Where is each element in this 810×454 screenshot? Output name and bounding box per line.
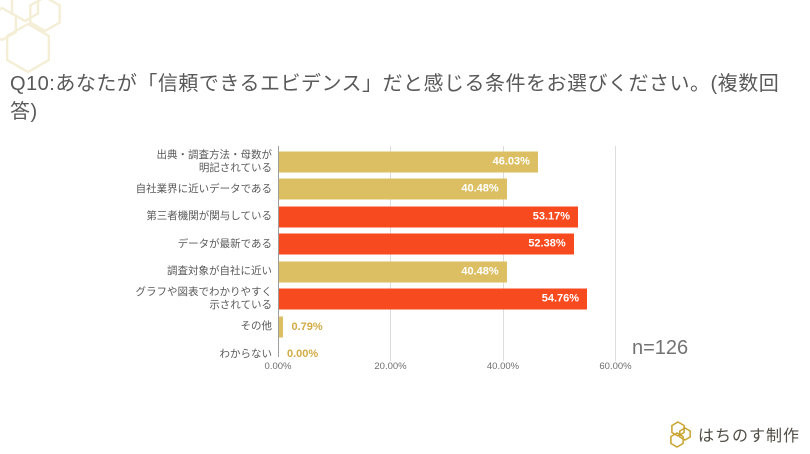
bar-value-label: 52.38% [528, 237, 566, 250]
bar: 46.03% [279, 151, 538, 173]
category-label: その他 [240, 320, 273, 333]
x-axis-tick-labels: 0.00% 20.00% 40.00% 60.00% [0, 361, 810, 375]
bar-value-label: 40.48% [461, 182, 499, 195]
bar: 40.48% [279, 178, 507, 200]
bar-value-label: 0.00% [287, 348, 319, 361]
y-axis-line [278, 146, 279, 357]
bar-cell: 46.03% [278, 148, 700, 176]
x-tick-label: 40.00% [486, 361, 520, 372]
gridline-60 [615, 146, 616, 361]
bar-cell: 40.48% [278, 258, 700, 286]
bar-value-label: 40.48% [461, 265, 499, 278]
hexagon-decoration-icon [0, 0, 61, 74]
chart-row: 調査対象が自社に近い 40.48% [0, 258, 700, 286]
category-label: 自社業界に近いデータである [135, 182, 272, 195]
category-label: データが最新である [177, 237, 272, 250]
footer-brand: はちのす制作 [667, 420, 800, 448]
bar-value-label: 53.17% [532, 210, 571, 223]
chart-row: 自社業界に近いデータである 40.48% [0, 176, 700, 204]
x-tick-label: 60.00% [599, 361, 632, 372]
bar-cell: 40.48% [278, 176, 700, 204]
chart-row: わからない 0.00% [0, 341, 700, 369]
bar [279, 316, 284, 338]
bar: 53.17% [279, 206, 579, 228]
bar: 52.38% [279, 233, 574, 255]
chart-row: グラフや図表でわかりやすく 示されている 54.76% [0, 286, 700, 314]
honeycomb-logo-icon [670, 421, 691, 448]
chart-row: その他 0.79% [0, 313, 700, 341]
category-label: 第三者機関が関与している [146, 210, 272, 223]
bar-cell: 0.00% [278, 341, 700, 369]
x-tick-label: 0.00% [264, 361, 292, 372]
chart-row: 第三者機関が関与している 53.17% [0, 203, 700, 231]
chart-row: 出典・調査方法・母数が 明記されている 46.03% [0, 148, 700, 176]
bar-value-label: 0.79% [291, 320, 323, 333]
sample-size-label: n=126 [632, 337, 689, 359]
category-label: グラフや図表でわかりやすく 示されている [135, 286, 273, 312]
question-title: Q10:あなたが「信頼できるエビデンス」だと感じる条件をお選びください。(複数回… [10, 73, 780, 123]
chart-rows: 出典・調査方法・母数が 明記されている 46.03% 自社業界に近いデータである 40.… [0, 148, 700, 368]
bar-cell: 54.76% [278, 286, 700, 314]
category-label: わからない [219, 347, 273, 360]
bar-cell: 52.38% [278, 231, 700, 259]
bar: 54.76% [279, 288, 588, 310]
bar-cell: 0.79% [278, 313, 700, 341]
footer-brand-text: はちのす制作 [697, 428, 800, 445]
x-tick-label: 20.00% [374, 361, 407, 372]
category-label: 調査対象が自社に近い [167, 265, 272, 278]
category-label: 出典・調査方法・母数が 明記されている [156, 148, 273, 174]
bar-value-label: 54.76% [541, 292, 580, 305]
chart-row: データが最新である 52.38% [0, 231, 700, 259]
bar-cell: 53.17% [278, 203, 700, 231]
bar: 40.48% [279, 261, 507, 283]
bar-value-label: 46.03% [492, 155, 530, 168]
